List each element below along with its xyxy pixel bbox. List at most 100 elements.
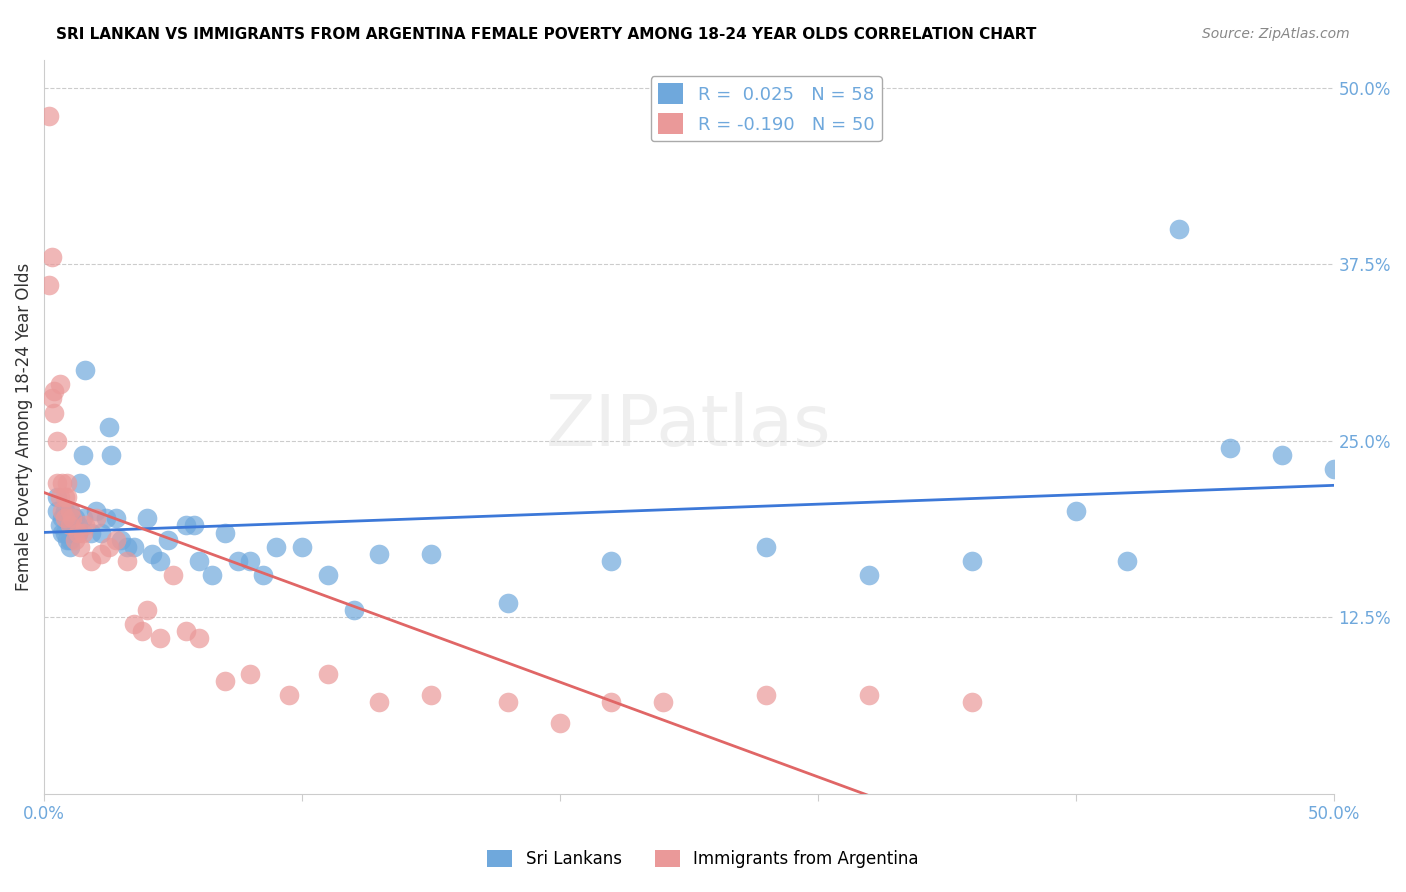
Point xyxy=(66,525,89,540)
Point xyxy=(69,540,91,554)
Point xyxy=(63,511,86,525)
Point xyxy=(105,533,128,547)
Point xyxy=(66,525,89,540)
Point xyxy=(1116,554,1139,568)
Point xyxy=(79,525,101,540)
Point xyxy=(600,695,623,709)
Point xyxy=(44,384,66,399)
Point xyxy=(66,518,89,533)
Point xyxy=(90,547,112,561)
Point xyxy=(183,518,205,533)
Point xyxy=(69,476,91,491)
Point xyxy=(90,525,112,540)
Point xyxy=(124,540,146,554)
Point xyxy=(94,511,117,525)
Point xyxy=(79,554,101,568)
Point xyxy=(187,632,209,646)
Point xyxy=(51,504,73,518)
Point xyxy=(174,624,197,639)
Point xyxy=(124,617,146,632)
Point xyxy=(214,673,236,688)
Point xyxy=(75,363,97,377)
Point xyxy=(59,540,82,554)
Point xyxy=(63,533,86,547)
Point xyxy=(51,476,73,491)
Point xyxy=(38,278,60,293)
Point xyxy=(291,540,314,554)
Legend: R =  0.025   N = 58, R = -0.190   N = 50: R = 0.025 N = 58, R = -0.190 N = 50 xyxy=(651,76,882,141)
Point xyxy=(600,554,623,568)
Point xyxy=(84,511,107,525)
Point xyxy=(53,504,76,518)
Point xyxy=(44,405,66,419)
Point xyxy=(48,518,70,533)
Point xyxy=(226,554,249,568)
Point xyxy=(1064,504,1087,518)
Point xyxy=(97,540,120,554)
Point xyxy=(72,525,94,540)
Point xyxy=(46,434,69,448)
Point xyxy=(97,419,120,434)
Point xyxy=(115,554,138,568)
Point xyxy=(136,603,159,617)
Point xyxy=(56,490,79,504)
Point xyxy=(201,567,224,582)
Point xyxy=(105,511,128,525)
Point xyxy=(46,504,69,518)
Point xyxy=(59,518,82,533)
Point xyxy=(56,476,79,491)
Point xyxy=(62,511,84,525)
Point xyxy=(41,250,63,264)
Point xyxy=(56,533,79,547)
Point xyxy=(419,688,441,702)
Point xyxy=(162,567,184,582)
Point xyxy=(1219,441,1241,455)
Point xyxy=(136,511,159,525)
Y-axis label: Female Poverty Among 18-24 Year Olds: Female Poverty Among 18-24 Year Olds xyxy=(15,262,32,591)
Point xyxy=(342,603,364,617)
Point xyxy=(239,666,262,681)
Point xyxy=(53,525,76,540)
Point xyxy=(59,504,82,518)
Point xyxy=(419,547,441,561)
Point xyxy=(156,533,179,547)
Point xyxy=(316,666,339,681)
Point xyxy=(72,448,94,462)
Point xyxy=(38,109,60,123)
Point xyxy=(498,596,520,610)
Point xyxy=(278,688,301,702)
Point xyxy=(100,448,122,462)
Point xyxy=(53,511,76,525)
Point xyxy=(755,540,778,554)
Point xyxy=(141,547,163,561)
Legend: Sri Lankans, Immigrants from Argentina: Sri Lankans, Immigrants from Argentina xyxy=(481,843,925,875)
Point xyxy=(41,392,63,406)
Point xyxy=(264,540,287,554)
Point xyxy=(149,632,172,646)
Point xyxy=(1271,448,1294,462)
Point xyxy=(1167,222,1189,236)
Point xyxy=(84,504,107,518)
Point xyxy=(51,525,73,540)
Point xyxy=(110,533,132,547)
Text: SRI LANKAN VS IMMIGRANTS FROM ARGENTINA FEMALE POVERTY AMONG 18-24 YEAR OLDS COR: SRI LANKAN VS IMMIGRANTS FROM ARGENTINA … xyxy=(56,27,1036,42)
Point xyxy=(46,476,69,491)
Point xyxy=(548,716,571,731)
Point xyxy=(59,504,82,518)
Point xyxy=(174,518,197,533)
Point xyxy=(63,525,86,540)
Point xyxy=(75,518,97,533)
Point xyxy=(131,624,153,639)
Point xyxy=(1322,462,1344,476)
Point xyxy=(368,695,391,709)
Point xyxy=(239,554,262,568)
Point xyxy=(115,540,138,554)
Point xyxy=(252,567,274,582)
Point xyxy=(858,688,880,702)
Point xyxy=(48,490,70,504)
Point xyxy=(962,554,984,568)
Point xyxy=(962,695,984,709)
Point xyxy=(149,554,172,568)
Point xyxy=(858,567,880,582)
Point xyxy=(46,490,69,504)
